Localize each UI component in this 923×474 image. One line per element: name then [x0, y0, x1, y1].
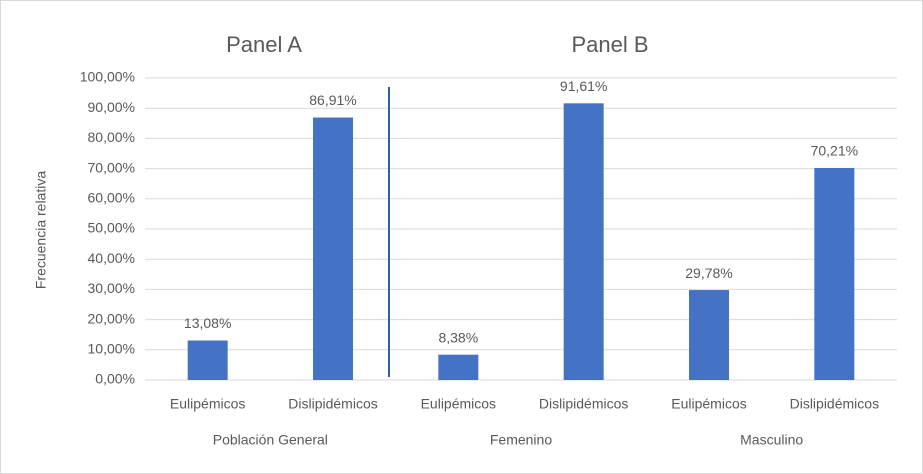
group-label: Masculino: [740, 432, 803, 448]
bar: [438, 354, 479, 380]
value-label: 29,78%: [685, 265, 732, 281]
value-label: 91,61%: [560, 78, 607, 94]
x-tick-label: Eulipémicos: [421, 396, 496, 412]
panel-a-label: Panel A: [226, 32, 302, 57]
value-label: 13,08%: [184, 315, 231, 331]
y-tick-label: 100,00%: [80, 69, 135, 85]
x-tick-label: Dislipidémicos: [288, 396, 377, 412]
x-tick-label: Dislipidémicos: [539, 396, 628, 412]
y-tick-label: 80,00%: [88, 129, 135, 145]
value-label: 8,38%: [438, 329, 478, 345]
y-tick-label: 40,00%: [88, 250, 135, 266]
y-tick-label: 90,00%: [88, 99, 135, 115]
bar: [187, 340, 228, 380]
y-tick-label: 10,00%: [88, 341, 135, 357]
y-tick-label: 50,00%: [88, 220, 135, 236]
panel-b-label: Panel B: [571, 32, 648, 57]
y-tick-label: 30,00%: [88, 280, 135, 296]
y-tick-label: 60,00%: [88, 190, 135, 206]
bar: [563, 103, 604, 380]
y-axis-label: Frecuencia relativa: [33, 171, 49, 289]
bar: [814, 167, 855, 380]
group-label: Población General: [213, 432, 328, 448]
group-label: Femenino: [490, 432, 552, 448]
y-tick-label: 20,00%: [88, 310, 135, 326]
bar: [313, 117, 353, 380]
y-tick-label: 0,00%: [95, 371, 135, 387]
value-label: 70,21%: [811, 143, 858, 159]
bar: [689, 290, 729, 380]
x-tick-label: Eulipémicos: [671, 396, 746, 412]
value-label: 86,91%: [309, 92, 356, 108]
x-tick-label: Eulipémicos: [170, 396, 245, 412]
x-tick-label: Dislipidémicos: [790, 396, 879, 412]
y-tick-label: 70,00%: [88, 159, 135, 175]
